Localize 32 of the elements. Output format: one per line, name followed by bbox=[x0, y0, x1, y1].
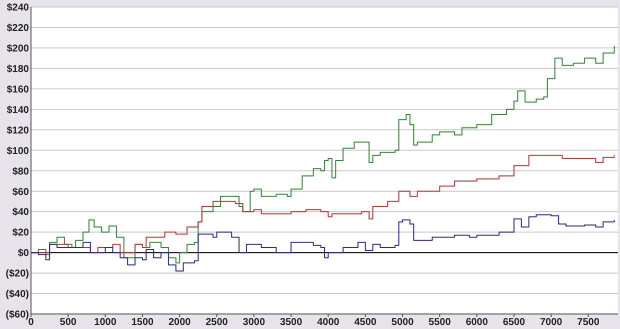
y-tick-label: $240 bbox=[6, 2, 30, 14]
x-tick-label: 4000 bbox=[317, 317, 340, 328]
x-tick-label: 2500 bbox=[206, 317, 228, 328]
y-tick-label: $60 bbox=[12, 186, 30, 198]
y-tick-label: $80 bbox=[12, 166, 30, 178]
y-tick-label: $140 bbox=[6, 104, 30, 116]
x-tick-label: 7500 bbox=[577, 317, 600, 328]
x-tick-label: 7000 bbox=[540, 317, 563, 328]
y-tick-label: $120 bbox=[6, 125, 30, 136]
y-tick-label: ($40) bbox=[6, 289, 29, 300]
x-tick-label: 4500 bbox=[354, 317, 377, 328]
y-tick-label: ($20) bbox=[6, 268, 29, 280]
y-tick-label: $40 bbox=[12, 207, 30, 218]
x-tick-label: 0 bbox=[28, 317, 34, 328]
x-tick-label: 500 bbox=[60, 317, 77, 328]
y-tick-label: $220 bbox=[6, 23, 30, 34]
x-tick-label: 3500 bbox=[280, 317, 303, 328]
x-tick-label: 5000 bbox=[391, 317, 414, 328]
x-tick-label: 1000 bbox=[94, 317, 117, 328]
y-tick-label: ($60) bbox=[6, 310, 29, 321]
x-tick-label: 6000 bbox=[466, 317, 488, 328]
y-tick-label: $180 bbox=[6, 64, 30, 75]
x-tick-label: 1500 bbox=[131, 317, 154, 328]
y-tick-label: $200 bbox=[6, 43, 30, 54]
x-tick-label: 6500 bbox=[502, 317, 526, 328]
y-tick-label: $100 bbox=[6, 146, 30, 157]
x-tick-label: 5500 bbox=[428, 317, 452, 328]
y-tick-label: $20 bbox=[12, 228, 30, 239]
x-tick-label: 2000 bbox=[168, 317, 192, 328]
y-tick-label: $160 bbox=[6, 84, 30, 96]
y-tick-label: $0 bbox=[18, 248, 30, 260]
x-tick-label: 3000 bbox=[242, 317, 266, 328]
